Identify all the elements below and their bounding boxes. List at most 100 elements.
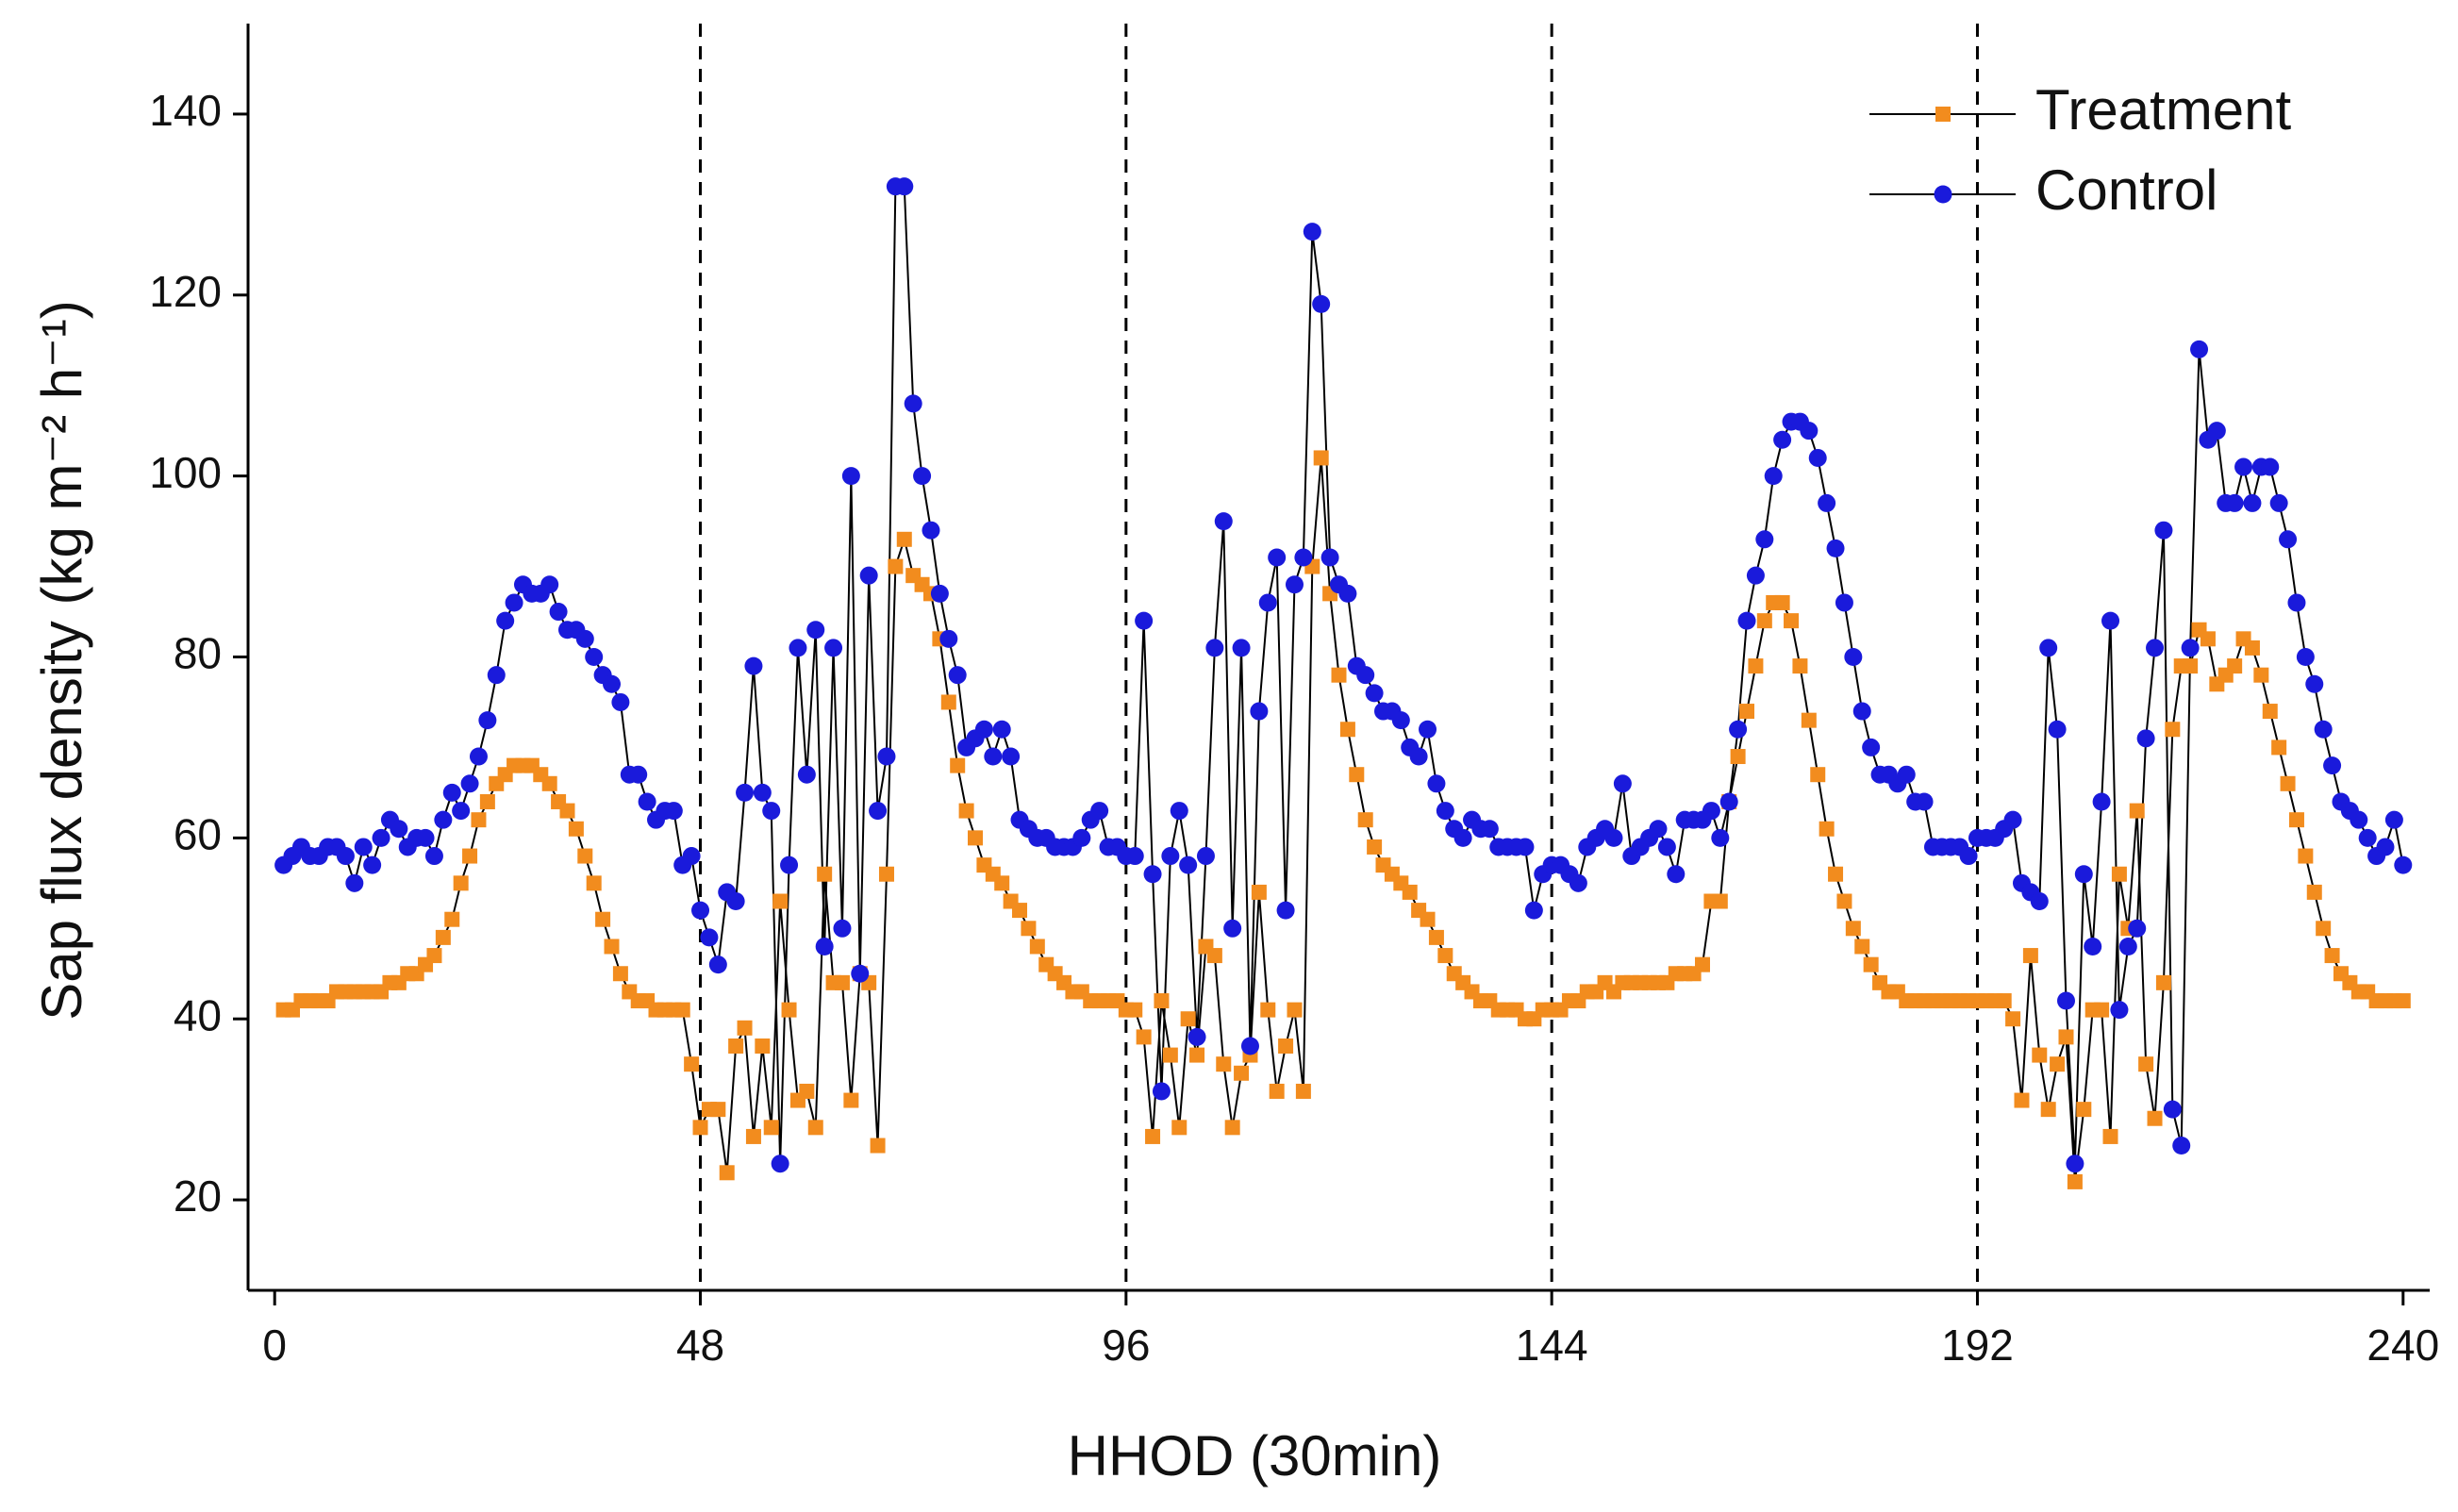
y-tick-label: 80 — [174, 629, 222, 678]
x-axis-label: HHOD (30min) — [1068, 1424, 1442, 1487]
marker — [1480, 820, 1499, 839]
marker — [1251, 884, 1267, 900]
x-tick-label: 96 — [1102, 1321, 1150, 1370]
marker — [1276, 901, 1295, 920]
marker — [2253, 667, 2269, 683]
marker — [737, 1020, 753, 1036]
marker — [1436, 802, 1454, 821]
marker — [345, 873, 364, 892]
marker — [1784, 613, 1800, 629]
y-tick-label: 60 — [174, 810, 222, 859]
marker — [763, 1120, 779, 1136]
marker — [604, 939, 620, 955]
marker — [1303, 223, 1321, 241]
marker — [2154, 521, 2173, 540]
marker — [2067, 1173, 2083, 1189]
marker — [2076, 1102, 2092, 1118]
marker — [1180, 1011, 1196, 1027]
marker — [1187, 1027, 1206, 1046]
marker — [575, 629, 594, 648]
marker — [691, 901, 710, 920]
marker — [1427, 774, 1446, 793]
marker — [1453, 828, 1472, 847]
marker — [2147, 1110, 2163, 1126]
marker — [2376, 838, 2395, 856]
series-line — [283, 457, 2403, 1183]
marker — [1205, 639, 1224, 657]
marker — [930, 584, 949, 603]
marker — [1819, 821, 1835, 837]
marker — [2288, 812, 2304, 828]
marker — [1649, 820, 1668, 839]
marker — [1836, 893, 1852, 909]
marker — [1712, 893, 1728, 909]
marker — [2190, 340, 2209, 358]
marker — [1258, 593, 1277, 612]
legend-marker — [1935, 107, 1951, 122]
marker — [1800, 422, 1819, 440]
marker — [1331, 667, 1347, 683]
marker — [2058, 1029, 2074, 1045]
marker — [1959, 847, 1978, 866]
marker — [1818, 493, 1836, 512]
marker — [1285, 575, 1304, 594]
marker — [541, 775, 557, 791]
marker — [797, 765, 816, 784]
marker — [549, 603, 568, 622]
marker — [1021, 921, 1037, 937]
marker — [1365, 684, 1384, 703]
marker — [2094, 1002, 2110, 1018]
marker — [1250, 702, 1269, 721]
marker — [1755, 530, 1774, 549]
marker — [1152, 1082, 1171, 1101]
marker — [1012, 903, 1028, 919]
marker — [1835, 593, 1853, 612]
marker — [1739, 704, 1755, 720]
marker — [2092, 792, 2111, 811]
marker — [442, 783, 461, 802]
marker — [469, 747, 488, 766]
marker — [940, 694, 956, 710]
marker — [682, 847, 701, 866]
marker — [2146, 639, 2165, 657]
marker — [435, 929, 451, 945]
marker — [736, 783, 755, 802]
marker — [1667, 865, 1686, 884]
marker — [745, 1128, 761, 1144]
marker — [922, 521, 940, 540]
marker — [1756, 613, 1772, 629]
marker — [577, 848, 593, 864]
marker — [2030, 892, 2049, 911]
marker — [859, 566, 878, 585]
marker — [2084, 937, 2102, 955]
marker — [1862, 738, 1881, 756]
marker — [2066, 1155, 2084, 1173]
marker — [2128, 919, 2147, 938]
marker — [1915, 792, 1934, 811]
marker — [684, 1056, 700, 1072]
marker — [1810, 767, 1826, 783]
marker — [1339, 722, 1355, 738]
marker — [789, 639, 807, 657]
marker — [2165, 722, 2181, 738]
marker — [817, 866, 833, 882]
marker — [1240, 1037, 1259, 1055]
marker — [2039, 639, 2058, 657]
marker — [968, 830, 983, 846]
marker — [1792, 658, 1808, 674]
marker — [772, 893, 789, 909]
marker — [895, 177, 914, 196]
marker — [2136, 729, 2155, 748]
marker — [994, 875, 1010, 891]
marker — [1828, 866, 1844, 882]
marker — [877, 747, 896, 766]
marker — [1516, 838, 1535, 856]
marker — [1808, 448, 1827, 467]
marker — [1391, 711, 1410, 730]
marker — [1216, 1056, 1232, 1072]
marker — [2138, 1056, 2154, 1072]
marker — [1206, 948, 1222, 964]
marker — [674, 1002, 690, 1018]
marker — [834, 974, 850, 990]
